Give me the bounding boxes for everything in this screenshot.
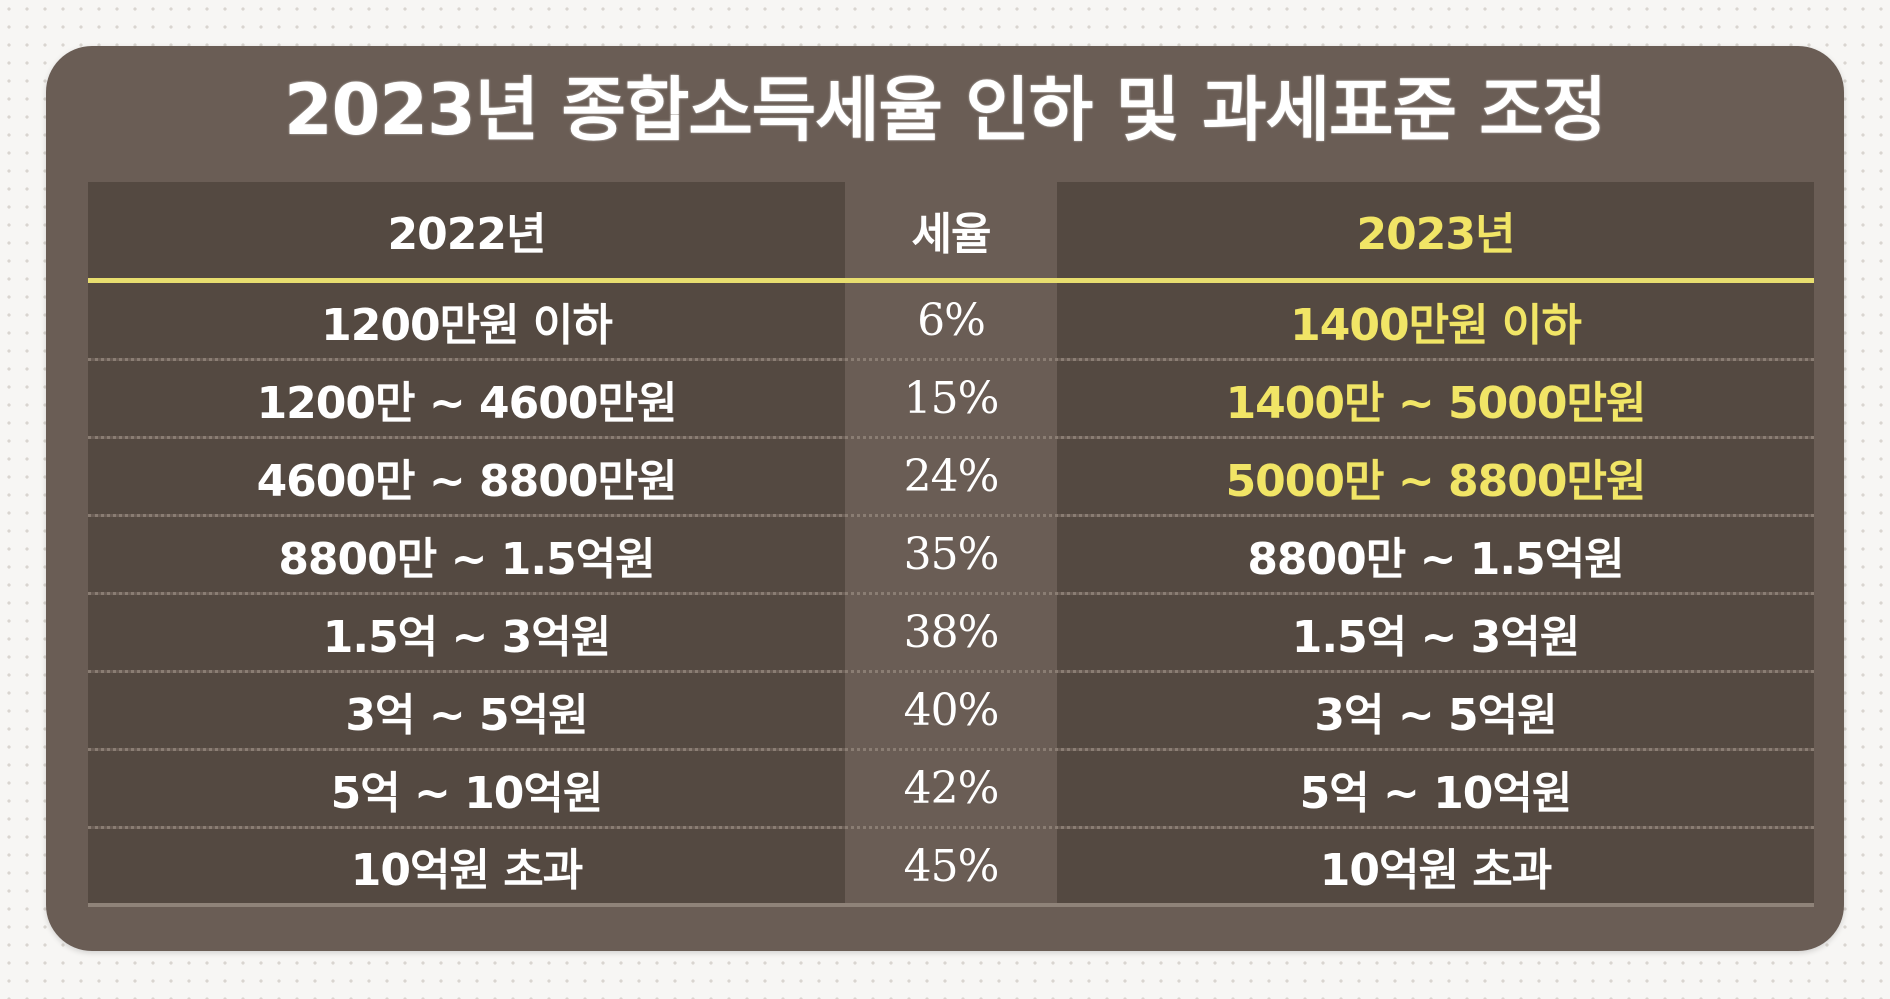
- bracket-2022: 3억 ~ 5억원: [88, 673, 845, 748]
- bracket-2022: 1200만원 이하: [88, 283, 845, 358]
- bracket-2023: 10억원 초과: [1057, 829, 1814, 903]
- bracket-2022: 4600만 ~ 8800만원: [88, 439, 845, 514]
- table-row: 8800만 ~ 1.5억원 35% 8800만 ~ 1.5억원: [88, 517, 1814, 595]
- bracket-2023: 1.5억 ~ 3억원: [1057, 595, 1814, 670]
- tax-rate-card: 2023년 종합소득세율 인하 및 과세표준 조정 2022년 세율 2023년…: [46, 46, 1844, 951]
- header-2023: 2023년: [1057, 182, 1814, 278]
- table-row: 5억 ~ 10억원 42% 5억 ~ 10억원: [88, 751, 1814, 829]
- bracket-2022: 1200만 ~ 4600만원: [88, 361, 845, 436]
- bracket-2023: 5000만 ~ 8800만원: [1057, 439, 1814, 514]
- table-header-row: 2022년 세율 2023년: [88, 182, 1814, 283]
- table-row: 1200만 ~ 4600만원 15% 1400만 ~ 5000만원: [88, 361, 1814, 439]
- bracket-2023: 8800만 ~ 1.5억원: [1057, 517, 1814, 592]
- header-rate: 세율: [845, 182, 1057, 278]
- table-row: 3억 ~ 5억원 40% 3억 ~ 5억원: [88, 673, 1814, 751]
- bracket-2023: 1400만 ~ 5000만원: [1057, 361, 1814, 436]
- header-2022: 2022년: [88, 182, 845, 278]
- bracket-2023: 3억 ~ 5억원: [1057, 673, 1814, 748]
- bracket-2022: 1.5억 ~ 3억원: [88, 595, 845, 670]
- tax-rate: 15%: [845, 361, 1057, 436]
- table-row: 4600만 ~ 8800만원 24% 5000만 ~ 8800만원: [88, 439, 1814, 517]
- tax-rate: 6%: [845, 283, 1057, 358]
- tax-bracket-table: 2022년 세율 2023년 1200만원 이하 6% 1400만원 이하 12…: [88, 182, 1814, 907]
- tax-rate: 35%: [845, 517, 1057, 592]
- bracket-2023: 1400만원 이하: [1057, 283, 1814, 358]
- table-row: 10억원 초과 45% 10억원 초과: [88, 829, 1814, 907]
- tax-rate: 45%: [845, 829, 1057, 903]
- tax-rate: 42%: [845, 751, 1057, 826]
- card-title: 2023년 종합소득세율 인하 및 과세표준 조정: [283, 69, 1607, 151]
- tax-rate: 38%: [845, 595, 1057, 670]
- tax-rate: 40%: [845, 673, 1057, 748]
- table-row: 1200만원 이하 6% 1400만원 이하: [88, 283, 1814, 361]
- bracket-2023: 5억 ~ 10억원: [1057, 751, 1814, 826]
- bracket-2022: 10억원 초과: [88, 829, 845, 903]
- bracket-2022: 5억 ~ 10억원: [88, 751, 845, 826]
- bracket-2022: 8800만 ~ 1.5억원: [88, 517, 845, 592]
- table-row: 1.5억 ~ 3억원 38% 1.5억 ~ 3억원: [88, 595, 1814, 673]
- tax-rate: 24%: [845, 439, 1057, 514]
